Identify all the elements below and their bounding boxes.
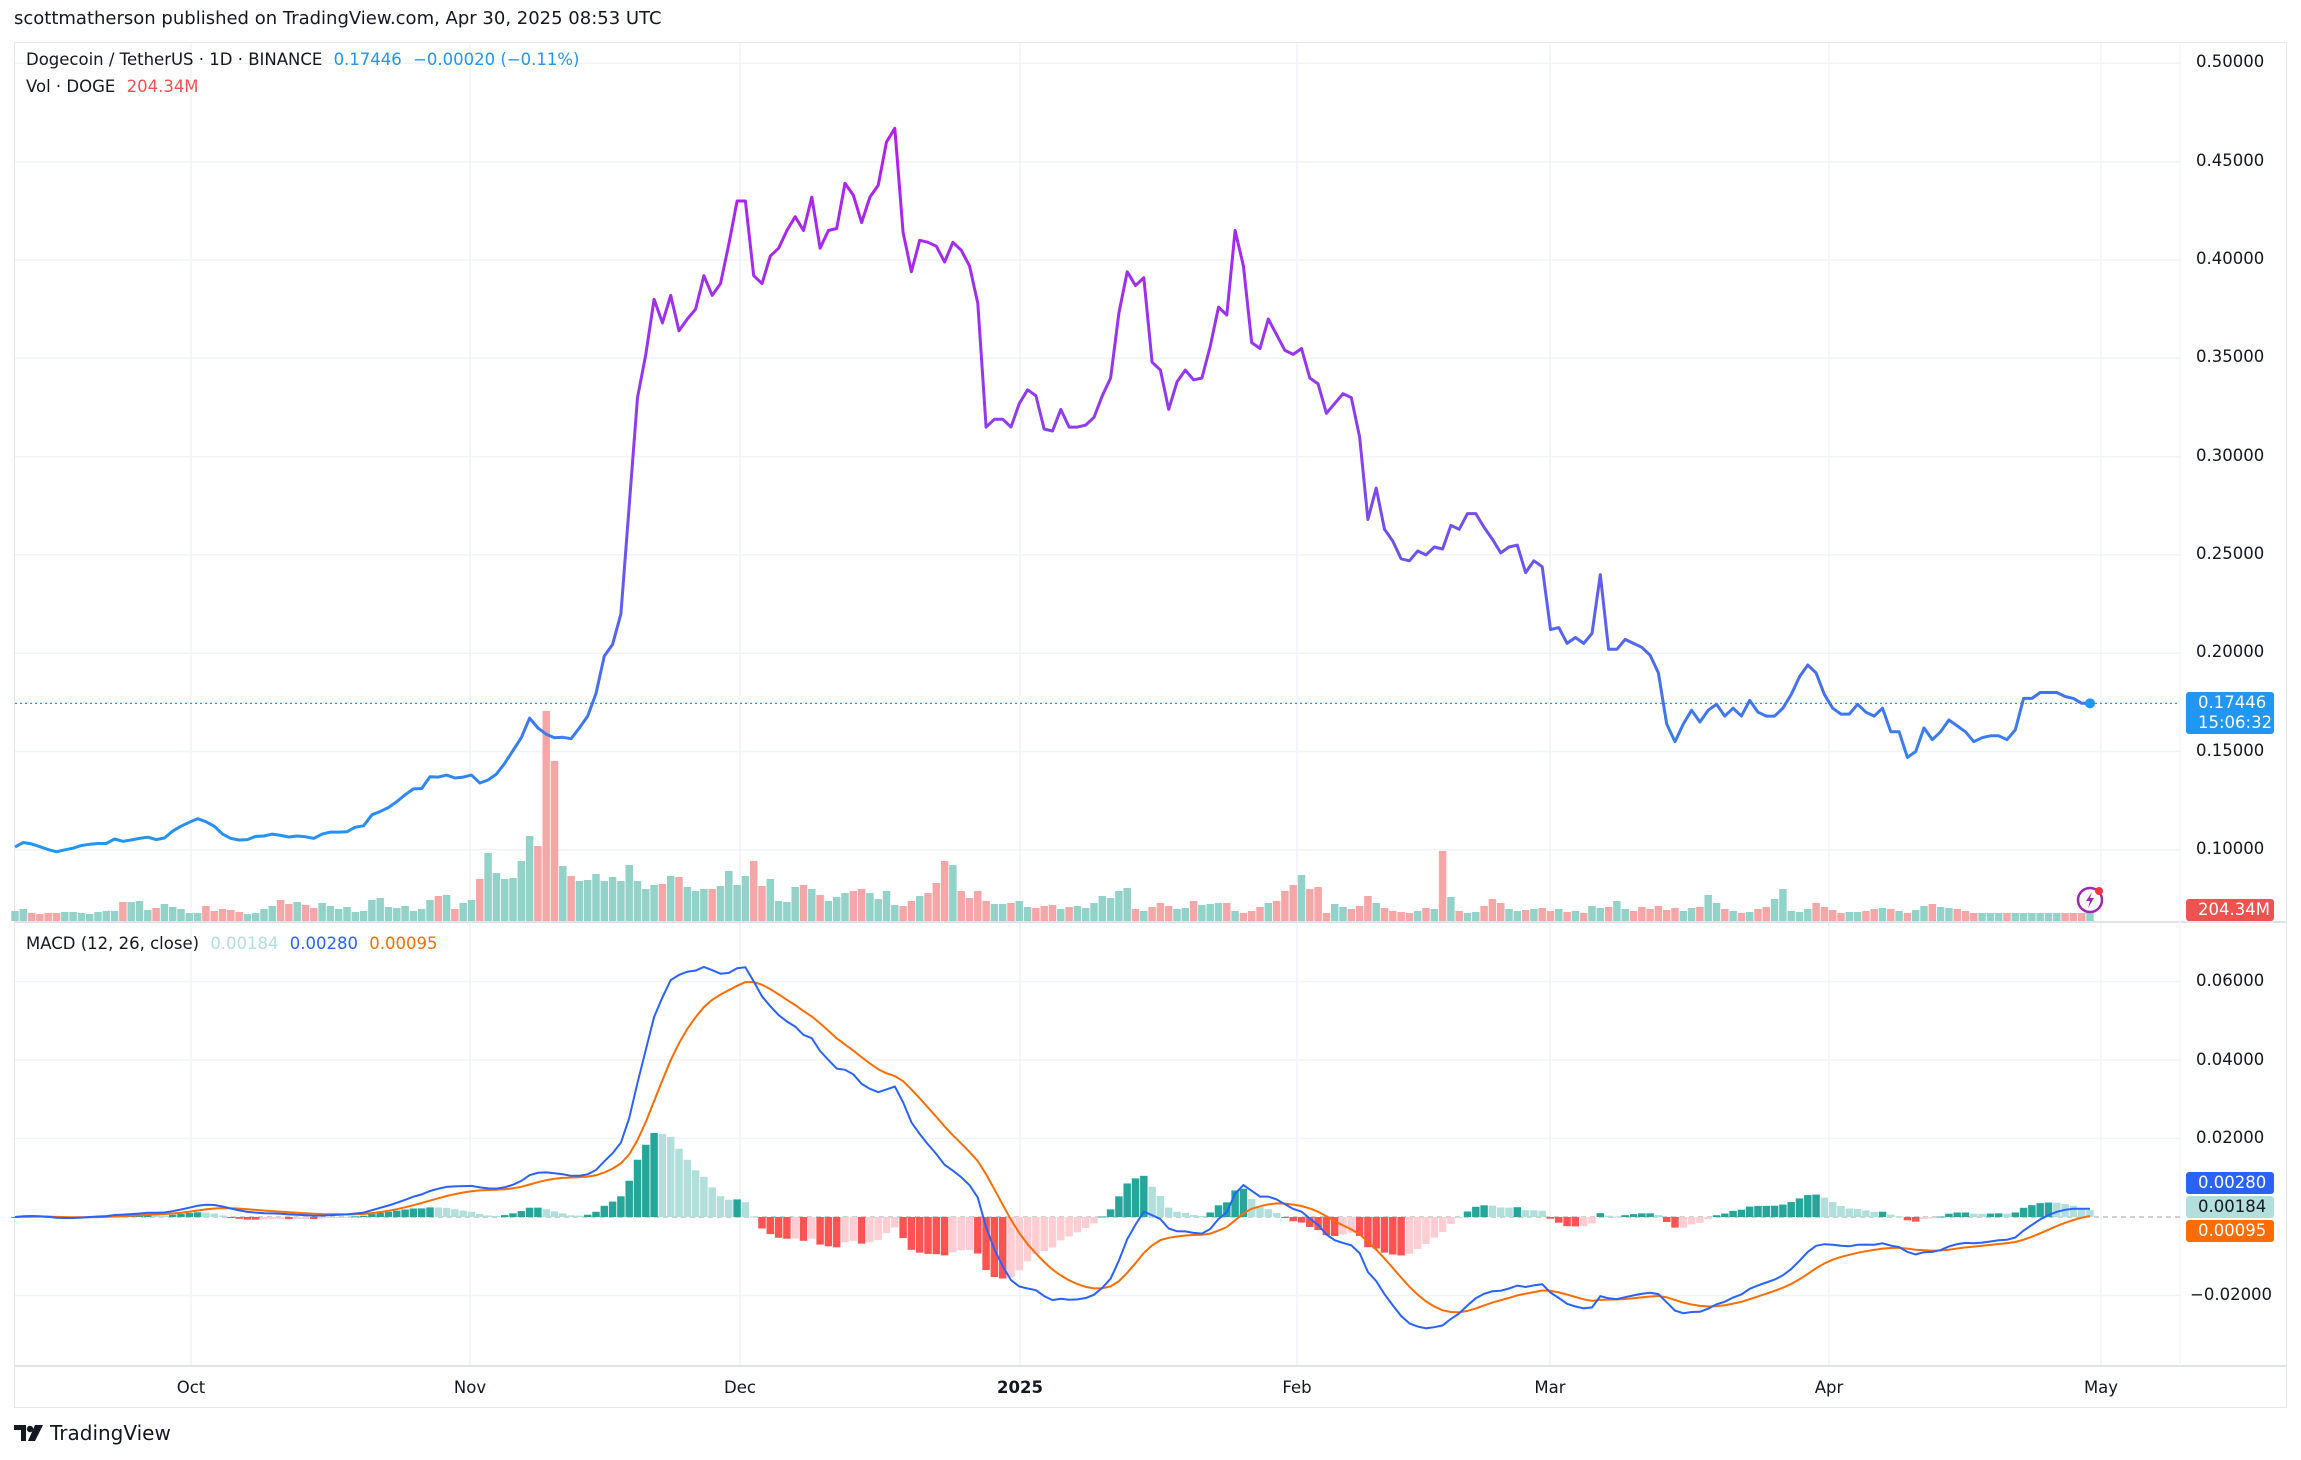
current-price-value: 0.17446 [2198, 693, 2267, 712]
macd-signal-tag: 0.00095 [2186, 1220, 2274, 1242]
price-tick: 0.25000 [2196, 544, 2265, 563]
time-label: Apr [1814, 1378, 1844, 1397]
symbol-legend[interactable]: Dogecoin / TetherUS · 1D · BINANCE 0.174… [26, 50, 585, 69]
tradingview-logo-icon [14, 1425, 43, 1441]
volume-title: Vol · DOGE [26, 77, 116, 96]
time-label: Mar [1534, 1378, 1566, 1397]
macd-legend[interactable]: MACD (12, 26, close) 0.00184 0.00280 0.0… [26, 934, 444, 953]
price-change: −0.00020 (−0.11%) [413, 50, 580, 69]
price-tick: 0.35000 [2196, 347, 2265, 366]
macd-line-value: 0.00280 [289, 934, 359, 953]
tradingview-logo[interactable]: TradingView [14, 1421, 171, 1445]
macd-tick: 0.06000 [2196, 971, 2265, 990]
time-label: Nov [453, 1378, 487, 1397]
time-label: Feb [1282, 1378, 1312, 1397]
lightning-icon[interactable] [2075, 884, 2105, 914]
price-tick: 0.10000 [2196, 839, 2265, 858]
time-label: May [2083, 1378, 2119, 1397]
bar-countdown: 15:06:32 [2198, 713, 2273, 732]
publisher-line: scottmatherson published on TradingView.… [14, 8, 662, 29]
price-tick: 0.45000 [2196, 151, 2265, 170]
brand-name: TradingView [50, 1421, 171, 1445]
macd-histogram-value: 0.00184 [210, 934, 279, 953]
price-tick: 0.50000 [2196, 52, 2265, 71]
current-price-tag: 0.17446 15:06:32 [2186, 692, 2274, 734]
macd-tick: −0.02000 [2190, 1285, 2273, 1304]
price-tick: 0.15000 [2196, 741, 2265, 760]
volume-tag: 204.34M [2186, 899, 2274, 921]
last-price: 0.17446 [333, 50, 402, 69]
volume-bars [11, 711, 2094, 921]
macd-tick: 0.04000 [2196, 1050, 2265, 1069]
chart-frame [14, 42, 2287, 1408]
time-label: Oct [176, 1378, 206, 1397]
price-tick: 0.20000 [2196, 642, 2265, 661]
volume-value: 204.34M [126, 77, 199, 96]
macd-line-tag: 0.00280 [2186, 1172, 2274, 1194]
time-label: 2025 [997, 1378, 1043, 1397]
volume-legend[interactable]: Vol · DOGE 204.34M [26, 77, 205, 96]
macd-histogram-tag: 0.00184 [2186, 1196, 2274, 1218]
macd-tick: 0.02000 [2196, 1128, 2265, 1147]
price-tick: 0.40000 [2196, 249, 2265, 268]
macd-title: MACD (12, 26, close) [26, 934, 200, 953]
price-line [14, 126, 2090, 854]
macd-signal-value: 0.00095 [369, 934, 438, 953]
macd-histogram [11, 1132, 2094, 1279]
time-label: Dec [724, 1378, 756, 1397]
price-tick: 0.30000 [2196, 446, 2265, 465]
symbol-title: Dogecoin / TetherUS · 1D · BINANCE [26, 50, 323, 69]
